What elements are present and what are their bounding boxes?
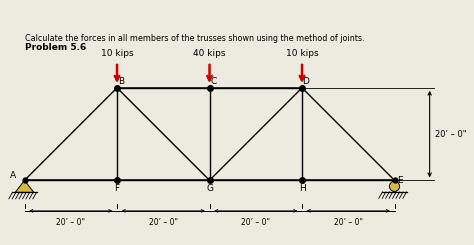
Text: E: E xyxy=(397,176,403,185)
Text: F: F xyxy=(114,184,119,193)
Text: A: A xyxy=(10,171,17,180)
Text: 20’ – 0": 20’ – 0" xyxy=(149,218,178,227)
Text: 20’ – 0": 20’ – 0" xyxy=(334,218,363,227)
Text: 20’ – 0": 20’ – 0" xyxy=(56,218,85,227)
Text: G: G xyxy=(206,184,213,193)
Polygon shape xyxy=(15,180,34,192)
Text: B: B xyxy=(118,77,124,86)
Text: Calculate the forces in all members of the trusses shown using the method of joi: Calculate the forces in all members of t… xyxy=(25,34,364,43)
Text: 10 kips: 10 kips xyxy=(286,49,319,58)
Text: C: C xyxy=(210,77,216,86)
Text: 10 kips: 10 kips xyxy=(100,49,133,58)
Text: 20’ – 0": 20’ – 0" xyxy=(241,218,270,227)
Circle shape xyxy=(390,181,400,191)
Text: H: H xyxy=(299,184,305,193)
Text: 40 kips: 40 kips xyxy=(193,49,226,58)
Text: D: D xyxy=(302,77,309,86)
Text: 20’ – 0": 20’ – 0" xyxy=(435,130,467,139)
Text: Problem 5.6: Problem 5.6 xyxy=(25,43,86,52)
